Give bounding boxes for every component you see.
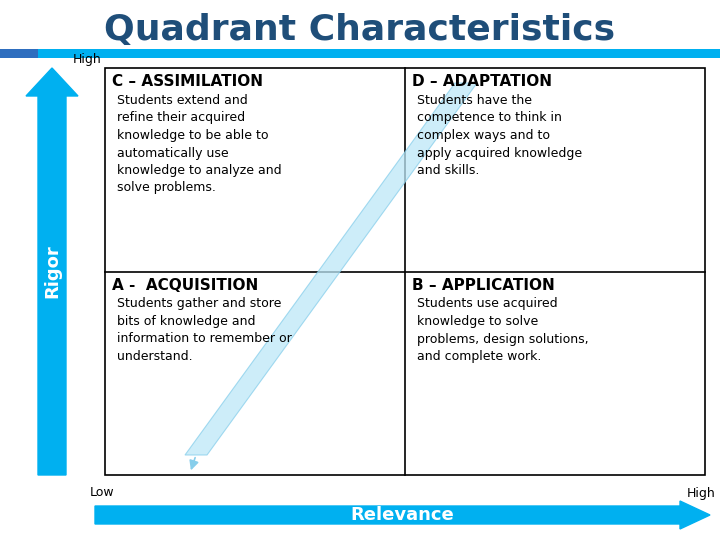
Text: C – ASSIMILATION: C – ASSIMILATION [112,74,263,89]
Bar [105,68,705,475]
Text: Quadrant Characteristics: Quadrant Characteristics [104,13,616,47]
Text: A -  ACQUISITION: A - ACQUISITION [112,278,258,293]
Text: High: High [72,53,101,66]
Text: D – ADAPTATION: D – ADAPTATION [412,74,552,89]
Bar [0,49,38,58]
Text: Students extend and
refine their acquired
knowledge to be able to
automatically : Students extend and refine their acquire… [117,94,282,194]
Text: Students have the
competence to think in
complex ways and to
apply acquired know: Students have the competence to think in… [417,94,582,177]
Text: B – APPLICATION: B – APPLICATION [412,278,554,293]
Text: Relevance: Relevance [351,506,454,524]
Text: Students gather and store
bits of knowledge and
information to remember or
under: Students gather and store bits of knowle… [117,298,292,363]
FancyArrow shape [26,68,78,475]
Text: Students use acquired
knowledge to solve
problems, design solutions,
and complet: Students use acquired knowledge to solve… [417,298,589,363]
Text: High: High [686,487,715,500]
Text: Rigor: Rigor [43,245,61,299]
Bar [38,49,720,58]
Polygon shape [185,83,477,455]
FancyArrow shape [95,501,710,529]
Text: Low: Low [90,487,114,500]
